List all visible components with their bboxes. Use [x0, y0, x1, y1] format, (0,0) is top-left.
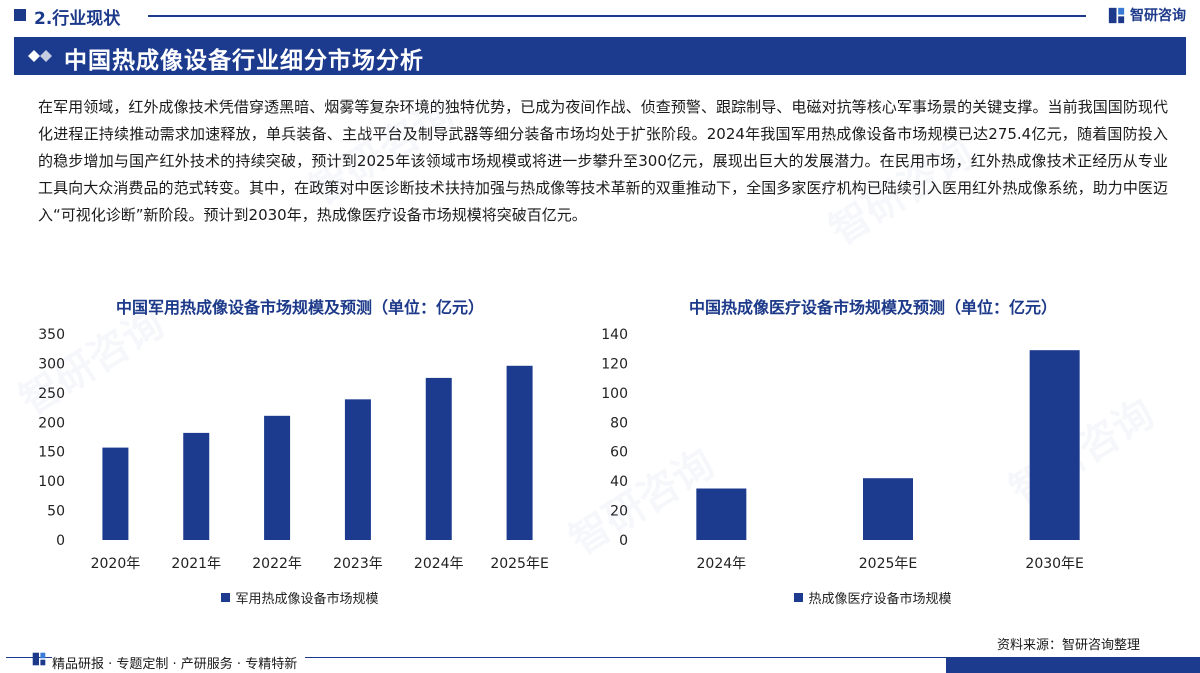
bar: [264, 415, 291, 540]
footer-tagline: 精品研报 · 专题定制 · 产研服务 · 专精特新: [52, 653, 306, 672]
bar: [1029, 350, 1080, 540]
section-marker: [14, 9, 26, 21]
x-tick-label: 2024年: [697, 556, 747, 572]
legend-swatch: [794, 593, 804, 602]
medical-market-chart: 中国热成像医疗设备市场规模及预测（单位：亿元） 0 20 40 60 80 100 120 1…: [598, 288, 1148, 618]
y-tick-label: 250: [38, 386, 65, 402]
y-tick-label: 0: [56, 533, 65, 549]
y-tick-label: 100: [38, 474, 65, 490]
footer-logo-icon: [32, 652, 46, 666]
x-tick-label: 2025年E: [859, 556, 917, 572]
bar: [102, 447, 129, 540]
chart-title: 中国热成像医疗设备市场规模及预测（单位：亿元）: [688, 298, 1057, 317]
brand-logo-icon: [1108, 7, 1125, 23]
bar: [425, 377, 452, 540]
y-tick-label: 350: [38, 327, 65, 343]
x-tick-label: 2024年: [414, 556, 464, 572]
x-tick-label: 2030年E: [1025, 556, 1083, 572]
x-tick-label: 2021年: [171, 556, 221, 572]
chart-title: 中国军用热成像设备市场规模及预测（单位：亿元）: [115, 298, 484, 317]
y-tick-label: 80: [610, 415, 628, 431]
legend-swatch: [221, 593, 231, 602]
bar: [344, 399, 371, 540]
brand: 智研咨询: [1108, 5, 1186, 25]
brand-name: 智研咨询: [1130, 8, 1186, 24]
bar: [183, 432, 210, 540]
footer-strip: [946, 657, 1200, 673]
y-tick-label: 300: [38, 356, 65, 372]
y-tick-label: 120: [601, 356, 628, 372]
chart-legend: 军用热成像设备市场规模: [30, 588, 570, 607]
bar: [863, 478, 913, 540]
footer-divider: [6, 657, 946, 658]
chart-plot: 0 20 40 60 80 100 120 140 2024年 2025年E 2030年E: [601, 327, 1084, 572]
chart-plot: 0 50 100 150 200 250 300 350 2020年 2021年 2022年 2023…: [38, 327, 549, 572]
legend-label: 军用热成像设备市场规模: [235, 592, 379, 607]
diamond-bullet-icon: [28, 50, 52, 62]
y-tick-label: 100: [601, 386, 628, 402]
y-tick-label: 0: [619, 533, 628, 549]
chart-legend: 热成像医疗设备市场规模: [598, 588, 1148, 607]
y-tick-label: 50: [47, 504, 65, 520]
x-tick-label: 2025年E: [490, 556, 548, 572]
source-note: 资料来源：智研咨询整理: [996, 638, 1140, 653]
y-tick-label: 20: [610, 504, 628, 520]
section-label: 2.行业现状: [34, 9, 121, 29]
bar: [696, 488, 747, 540]
title-bar: 中国热成像设备行业细分市场分析: [14, 37, 1186, 75]
y-tick-label: 140: [601, 327, 628, 343]
body-paragraph: 在军用领域，红外成像技术凭借穿透黑暗、烟雾等复杂环境的独特优势，已成为夜间作战、…: [38, 98, 1168, 224]
page-title: 中国热成像设备行业细分市场分析: [64, 48, 424, 74]
y-tick-label: 40: [610, 474, 628, 490]
legend-label: 热成像医疗设备市场规模: [808, 592, 952, 607]
section-divider: [148, 15, 1086, 17]
y-tick-label: 150: [38, 445, 65, 461]
military-market-chart: 中国军用热成像设备市场规模及预测（单位：亿元） 0 50 100 150 200 250 3…: [30, 288, 570, 618]
x-tick-label: 2020年: [91, 556, 141, 572]
x-tick-label: 2023年: [333, 556, 383, 572]
top-bar: 2.行业现状 智研咨询: [0, 0, 1200, 32]
y-tick-label: 200: [38, 415, 65, 431]
y-tick-label: 60: [610, 445, 628, 461]
bar: [506, 365, 533, 540]
x-tick-label: 2022年: [252, 556, 302, 572]
